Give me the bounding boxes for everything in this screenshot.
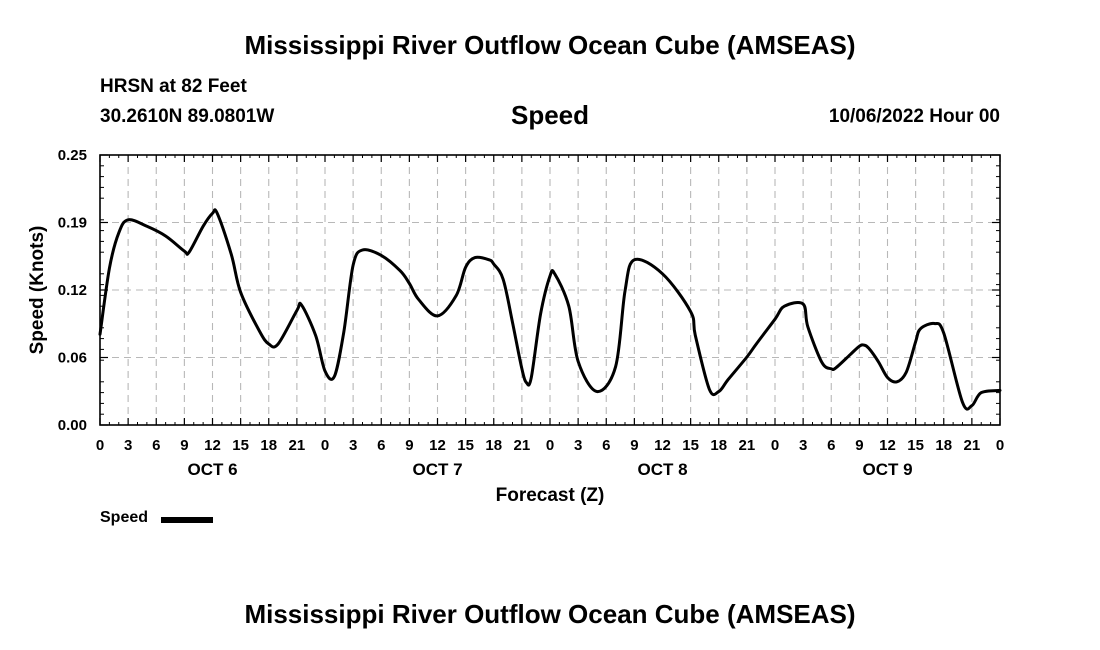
x-tick-label: 3 [124, 437, 132, 454]
series-line-speed [98, 208, 1002, 411]
y-tick-label: 0.12 [58, 282, 87, 299]
day-label: OCT 9 [862, 460, 912, 479]
x-tick-label: 15 [907, 437, 924, 454]
forecast-datetime: 10/06/2022 Hour 00 [828, 106, 1000, 127]
x-tick-label: 0 [996, 437, 1004, 454]
footer-title: Mississippi River Outflow Ocean Cube (AM… [244, 599, 856, 629]
x-tick-label: 3 [349, 437, 357, 454]
x-tick-labels: 0 3 6 9 12 15 18 21 0 3 6 9 12 15 18 21 0 3 6 9 12 15 18 21 0 3 6 9… [96, 437, 1004, 454]
x-tick-label: 6 [602, 437, 610, 454]
x-tick-label: 9 [180, 437, 188, 454]
y-tick-label: 0.06 [58, 350, 87, 367]
x-tick-label: 12 [429, 437, 446, 454]
day-labels: OCT 6 OCT 7 OCT 8 OCT 9 [187, 460, 912, 479]
chart-grid [100, 155, 1000, 425]
x-tick-label: 21 [964, 437, 981, 454]
x-axis-label: Forecast (Z) [496, 485, 605, 506]
x-tick-label: 9 [630, 437, 638, 454]
station-label: HRSN at 82 Feet [100, 76, 247, 97]
x-tick-label: 0 [771, 437, 779, 454]
plot-frame [99, 154, 1001, 426]
x-tick-label: 6 [827, 437, 835, 454]
y-axis-label: Speed (Knots) [27, 226, 48, 355]
x-tick-label: 12 [204, 437, 221, 454]
y-tick-label: 0.19 [58, 215, 87, 232]
day-label: OCT 8 [637, 460, 687, 479]
x-tick-label: 18 [935, 437, 952, 454]
x-tick-label: 0 [321, 437, 329, 454]
x-tick-label: 3 [574, 437, 582, 454]
station-coordinates: 30.2610N 89.0801W [100, 106, 275, 127]
x-tick-label: 15 [232, 437, 249, 454]
legend-label: Speed [100, 509, 149, 526]
x-tick-label: 18 [710, 437, 727, 454]
x-tick-label: 6 [377, 437, 385, 454]
x-tick-label: 18 [485, 437, 502, 454]
x-tick-label: 15 [457, 437, 474, 454]
x-tick-label: 21 [289, 437, 306, 454]
legend-line-swatch [161, 517, 213, 523]
x-tick-label: 9 [405, 437, 413, 454]
x-tick-label: 21 [739, 437, 756, 454]
x-tick-label: 18 [260, 437, 277, 454]
x-tick-label: 21 [514, 437, 531, 454]
x-tick-label: 9 [855, 437, 863, 454]
day-label: OCT 7 [412, 460, 462, 479]
x-tick-label: 0 [546, 437, 554, 454]
x-tick-label: 6 [152, 437, 160, 454]
x-tick-label: 12 [879, 437, 896, 454]
x-tick-label: 12 [654, 437, 671, 454]
x-tick-label: 15 [682, 437, 699, 454]
y-tick-labels: 0.00 0.06 0.12 0.19 0.25 [58, 147, 87, 434]
y-tick-label: 0.25 [58, 147, 87, 164]
day-label: OCT 6 [187, 460, 237, 479]
variable-title: Speed [510, 100, 590, 130]
x-tick-label: 3 [799, 437, 807, 454]
chart-title: Mississippi River Outflow Ocean Cube (AM… [244, 30, 856, 60]
x-tick-label: 0 [96, 437, 104, 454]
y-tick-label: 0.00 [58, 417, 87, 434]
